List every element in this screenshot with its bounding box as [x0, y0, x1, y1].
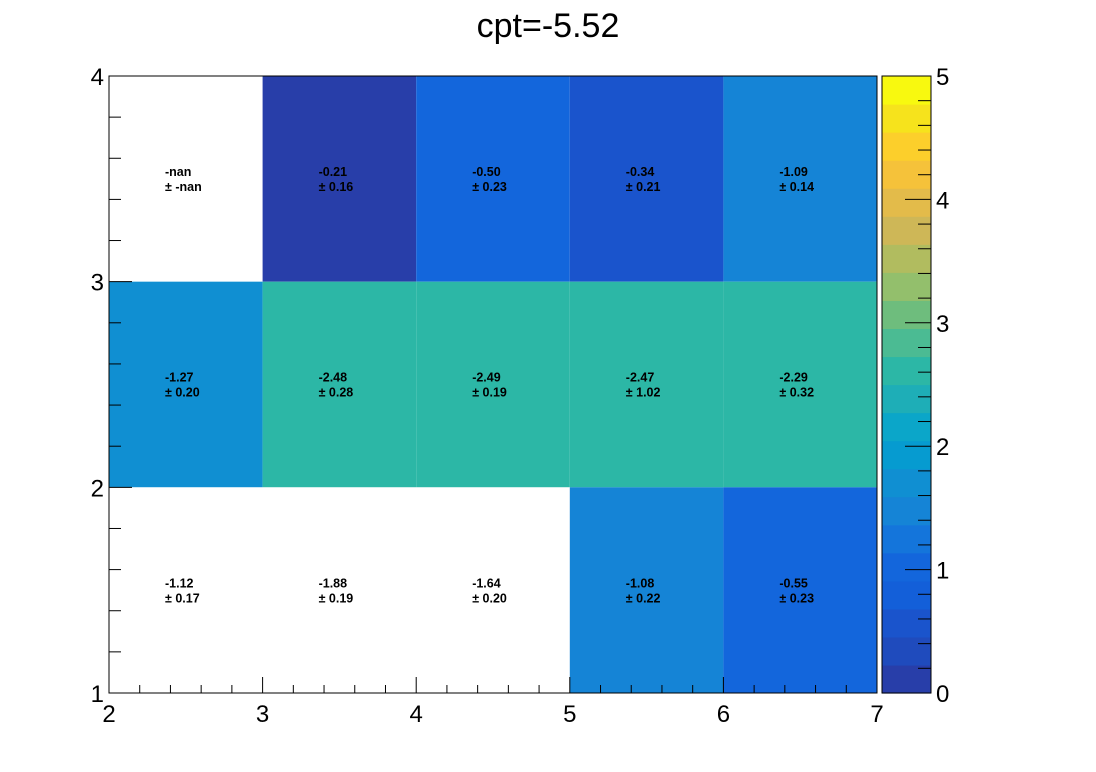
- cell-error-label: ± -nan: [165, 180, 202, 194]
- colorbar: 0 1 2 3 4 5: [881, 64, 949, 708]
- cell-value-label: -2.47: [626, 371, 655, 385]
- chart-title: cpt=-5.52: [477, 7, 620, 45]
- colorbar-band: [882, 188, 931, 217]
- y-tick-label: 1: [91, 681, 104, 708]
- cell-value-label: -1.64: [472, 576, 501, 590]
- cell-error-label: ± 0.16: [319, 180, 354, 194]
- cell-error-label: ± 1.02: [626, 386, 661, 400]
- colorbar-band: [882, 412, 931, 442]
- cell-labels: -nan± -nan-0.21± 0.16-0.50± 0.23-0.34± 0…: [165, 165, 814, 605]
- heatmap-cell: [569, 281, 724, 488]
- cell-error-label: ± 0.21: [626, 180, 661, 194]
- cell-error-label: ± 0.14: [779, 180, 814, 194]
- colorbar-band: [882, 104, 931, 133]
- heatmap-cell: [416, 76, 570, 282]
- colorbar-tick-label: 2: [936, 434, 949, 461]
- colorbar-tick-label: 5: [936, 64, 949, 91]
- heatmap-cell: [416, 281, 570, 488]
- colorbar-band: [882, 496, 931, 526]
- x-tick-label: 2: [102, 701, 115, 728]
- cell-value-label: -0.55: [779, 576, 808, 590]
- heatmap-cell: [569, 76, 724, 282]
- colorbar-band: [882, 216, 931, 245]
- colorbar-band: [882, 440, 931, 470]
- cell-error-label: ± 0.20: [472, 591, 507, 605]
- cell-error-label: ± 0.22: [626, 591, 661, 605]
- heatmap-cell: [109, 76, 263, 282]
- cell-error-label: ± 0.28: [319, 386, 354, 400]
- cell-value-label: -2.29: [779, 371, 808, 385]
- heatmap-cell: [416, 487, 570, 693]
- colorbar-band: [882, 300, 931, 330]
- x-tick-label: 3: [256, 701, 269, 728]
- x-tick-label: 4: [410, 701, 423, 728]
- colorbar-band: [882, 580, 931, 610]
- colorbar-band: [882, 132, 931, 161]
- x-tick-label: 7: [870, 701, 883, 728]
- colorbar-band: [882, 468, 931, 498]
- x-tick-label: 5: [563, 701, 576, 728]
- y-tick-label: 3: [91, 270, 104, 297]
- heatmap-cell: [109, 487, 263, 693]
- colorbar-band: [882, 552, 931, 582]
- cell-value-label: -2.49: [472, 371, 501, 385]
- colorbar-tick-label: 0: [936, 681, 949, 708]
- cell-value-label: -2.48: [319, 371, 348, 385]
- heatmap-cell: [262, 487, 417, 693]
- colorbar-tick-label: 3: [936, 311, 949, 338]
- colorbar-band: [882, 636, 931, 666]
- cell-error-label: ± 0.20: [165, 386, 200, 400]
- x-tick-label: 6: [717, 701, 730, 728]
- cell-error-label: ± 0.23: [472, 180, 507, 194]
- colorbar-band: [882, 608, 931, 638]
- cell-value-label: -1.08: [626, 576, 655, 590]
- colorbar-band: [882, 524, 931, 554]
- heatmap-cell: [723, 281, 877, 488]
- heatmap-cell: [262, 281, 417, 488]
- heatmap-cell: [262, 76, 417, 282]
- cell-value-label: -0.50: [472, 165, 501, 179]
- colorbar-band: [882, 384, 931, 414]
- heatmap-cells: [109, 76, 877, 693]
- cell-error-label: ± 0.19: [319, 591, 354, 605]
- cell-value-label: -0.21: [319, 165, 348, 179]
- cell-value-label: -nan: [165, 165, 191, 179]
- colorbar-band: [882, 76, 931, 105]
- heatmap-cell: [569, 487, 724, 693]
- y-tick-label: 2: [91, 475, 104, 502]
- cell-error-label: ± 0.19: [472, 386, 507, 400]
- plot-frame: [108, 75, 878, 694]
- cell-value-label: -1.09: [779, 165, 808, 179]
- heatmap-cell: [109, 281, 263, 488]
- cell-value-label: -1.27: [165, 371, 194, 385]
- cell-value-label: -1.12: [165, 576, 194, 590]
- y-tick-label: 4: [91, 64, 104, 91]
- colorbar-tick-label: 4: [936, 187, 949, 214]
- colorbar-band: [882, 356, 931, 386]
- cell-value-label: -1.88: [319, 576, 348, 590]
- colorbar-tick-label: 1: [936, 558, 949, 585]
- cell-error-label: ± 0.17: [165, 591, 200, 605]
- cell-error-label: ± 0.32: [779, 386, 814, 400]
- cell-error-label: ± 0.23: [779, 591, 814, 605]
- cell-value-label: -0.34: [626, 165, 655, 179]
- heatmap-cell: [723, 76, 877, 282]
- colorbar-band: [882, 328, 931, 358]
- colorbar-band: [882, 664, 931, 694]
- colorbar-band: [882, 272, 931, 301]
- heatmap-cell: [723, 487, 877, 693]
